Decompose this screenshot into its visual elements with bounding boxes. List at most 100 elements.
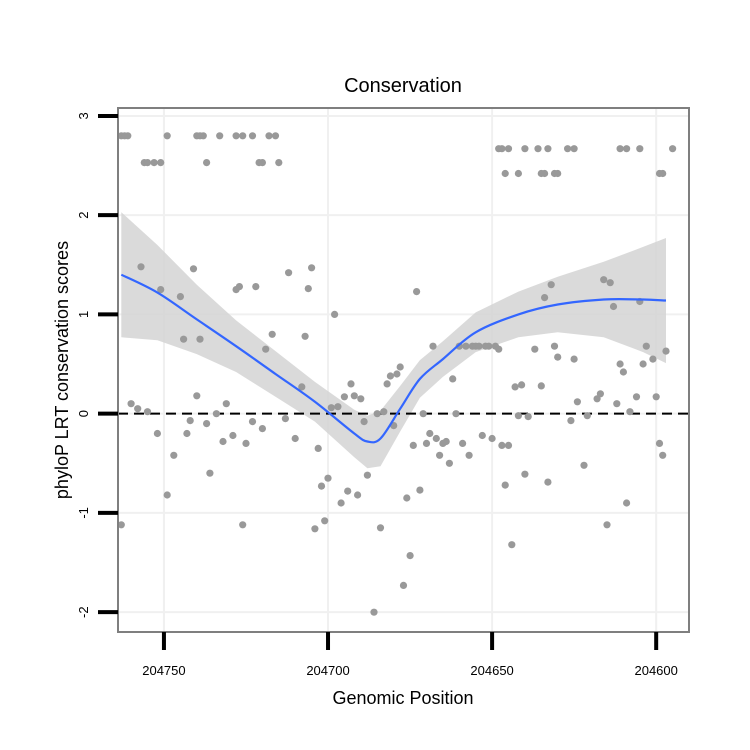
data-point [314,444,322,452]
smooth-line [120,273,667,444]
data-point [285,269,293,277]
data-point [429,342,437,350]
data-point [304,285,312,293]
data-point [521,470,529,478]
data-point [350,392,358,400]
data-point [271,132,280,140]
data-point [334,403,342,411]
data-point [521,145,529,153]
data-point [488,434,496,443]
data-point [203,159,211,167]
data-point [117,521,125,529]
data-point [662,347,670,355]
data-point [311,525,319,533]
data-point [239,132,247,140]
data-point [436,451,444,459]
data-point [186,417,194,425]
data-point [504,441,513,449]
data-point [216,132,224,140]
data-point [623,145,631,153]
data-point [419,410,427,418]
data-point [498,145,506,153]
data-point [134,405,142,413]
x-tick-label: 204750 [142,663,185,678]
data-point [432,434,440,443]
x-axis-label: Genomic Position [332,688,473,708]
data-point [616,145,624,153]
data-point [498,441,506,449]
y-tick-label: 1 [76,311,91,318]
data-point [531,345,539,353]
data-point [416,486,424,494]
data-point [308,264,316,272]
data-point [583,412,591,420]
data-point [475,342,483,350]
data-point [396,363,404,371]
data-point [386,372,394,380]
data-point [248,418,257,426]
data-point [655,439,664,447]
data-point [383,380,391,388]
data-point [370,608,378,616]
data-point [609,302,618,311]
data-point [580,461,588,469]
data-point [357,395,365,403]
data-point [613,400,621,408]
data-point [449,375,457,383]
data-point [554,169,562,178]
data-point [189,265,198,273]
data-point [153,429,161,438]
data-point [619,368,628,376]
data-point [143,408,152,416]
confidence-band [121,212,667,469]
data-point [564,145,572,153]
data-point [459,439,467,447]
data-point [393,370,401,378]
data-point [570,355,578,363]
data-point [212,410,220,418]
data-point [183,429,191,438]
data-point [150,159,158,167]
data-point [301,332,309,340]
data-point [409,441,417,449]
chart-title: Conservation [344,75,462,97]
data-point [376,524,385,532]
data-point [298,383,306,391]
data-point [403,494,411,502]
data-point [514,169,523,178]
data-point [606,279,614,287]
y-tick-label: 3 [76,112,91,119]
data-point [550,342,559,350]
x-tick-label: 204600 [634,663,677,678]
data-point [518,381,526,389]
data-point [354,491,362,499]
data-point [347,380,355,388]
data-point [596,390,605,398]
data-point [137,263,145,271]
x-axis: 204750 204700 204650 204600 [142,632,678,678]
data-point [544,478,552,486]
data-point [639,360,647,368]
data-point [281,415,289,423]
data-point [232,132,240,140]
data-point [248,132,257,140]
data-point [478,431,486,440]
data-point [363,471,371,479]
data-point [511,383,519,391]
data-point [501,481,509,489]
data-point [544,145,552,153]
confidence-band-layer [121,212,667,469]
data-point [340,393,348,401]
data-point [258,425,266,433]
data-point [180,335,188,343]
data-point [534,145,542,153]
data-point [196,335,204,343]
data-point [327,404,335,412]
data-point [659,451,667,459]
data-point [495,345,503,353]
data-point [514,412,523,420]
data-point [268,330,276,338]
points-layer [117,132,677,616]
